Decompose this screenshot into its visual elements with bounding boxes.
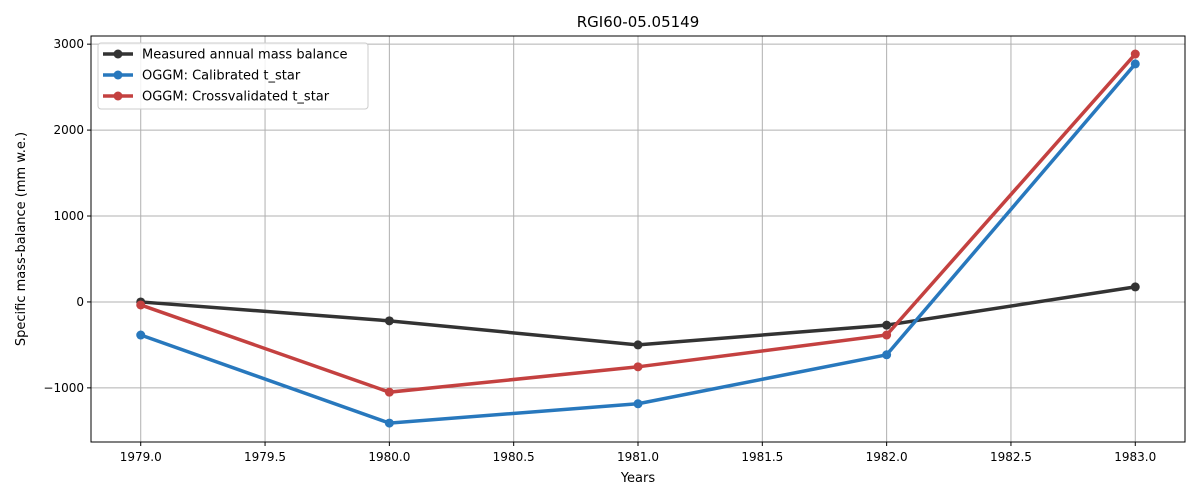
data-point — [882, 330, 892, 340]
legend-label: OGGM: Calibrated t_star — [142, 69, 301, 84]
legend-marker — [113, 49, 123, 59]
y-axis-label: Specific mass-balance (mm w.e.) — [14, 132, 29, 346]
x-axis-label: Years — [620, 471, 656, 486]
data-point — [384, 418, 394, 428]
series-1 — [136, 59, 1140, 428]
chart-title: RGI60-05.05149 — [577, 13, 700, 31]
data-point — [882, 350, 892, 360]
legend-label: OGGM: Crossvalidated t_star — [142, 90, 330, 105]
data-point — [1130, 59, 1140, 69]
x-tick-label: 1979.0 — [120, 450, 162, 464]
x-tick-label: 1980.0 — [368, 450, 410, 464]
data-point — [136, 300, 146, 310]
legend-item: OGGM: Calibrated t_star — [103, 69, 301, 84]
series-2 — [136, 49, 1140, 397]
legend-item: Measured annual mass balance — [103, 48, 348, 63]
x-tick-label: 1981.5 — [741, 450, 783, 464]
data-point — [1130, 282, 1140, 292]
legend-marker — [113, 70, 123, 80]
x-tick-label: 1980.5 — [493, 450, 535, 464]
data-point — [633, 362, 643, 372]
y-tick-label: −1000 — [43, 381, 84, 395]
x-tick-label: 1981.0 — [617, 450, 659, 464]
legend-item: OGGM: Crossvalidated t_star — [103, 90, 330, 105]
y-tick-label: 0 — [76, 295, 84, 309]
x-tick-label: 1982.0 — [866, 450, 908, 464]
y-tick-label: 1000 — [53, 209, 84, 223]
data-point — [136, 330, 146, 340]
y-tick-label: 2000 — [53, 123, 84, 137]
legend-marker — [113, 91, 123, 101]
y-tick-label: 3000 — [53, 37, 84, 51]
data-point — [882, 320, 892, 330]
legend: Measured annual mass balance OGGM: Calibr… — [97, 42, 369, 110]
x-tick-label: 1982.5 — [990, 450, 1032, 464]
legend-box — [97, 42, 369, 110]
data-point — [384, 387, 394, 397]
data-point — [633, 340, 643, 350]
data-point — [1130, 49, 1140, 59]
x-tick-label: 1979.5 — [244, 450, 286, 464]
x-tick-label: 1983.0 — [1114, 450, 1156, 464]
data-point — [633, 399, 643, 409]
data-point — [384, 316, 394, 326]
legend-label: Measured annual mass balance — [142, 48, 348, 63]
